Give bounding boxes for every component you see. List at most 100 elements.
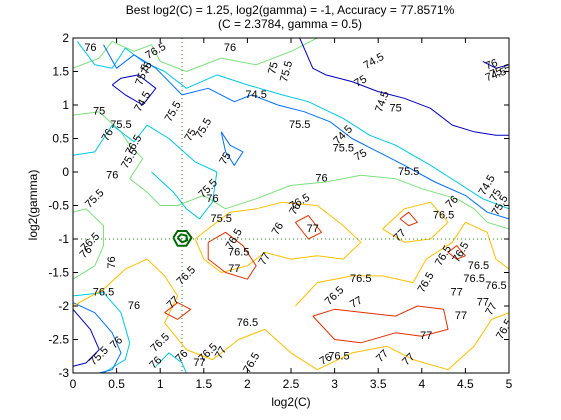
contour-line-75_5 (155, 352, 187, 373)
chart-title: Best log2(C) = 1.25, log2(gamma) = -1, A… (126, 3, 455, 17)
contour-label: 77 (228, 263, 240, 275)
contour-line-77 (164, 302, 192, 320)
contour-label: 76 (224, 42, 236, 54)
contour-label: 77 (420, 330, 432, 342)
contour-label: 75.5 (488, 62, 512, 81)
contour-line-76_5 (194, 201, 362, 273)
contour-label: 77 (455, 310, 467, 322)
contour-line-76_5 (382, 201, 449, 243)
x-tick-label: 5 (506, 377, 513, 391)
contour-line-75 (103, 44, 509, 220)
contour-line-74_5 (73, 308, 100, 367)
contour-line-74_5 (111, 74, 157, 106)
contour-label: 77 (213, 345, 230, 362)
y-tick-label: 2 (62, 31, 69, 45)
x-tick-label: 3.5 (370, 377, 387, 391)
contour-line-77 (207, 231, 257, 280)
y-tick-label: -3 (58, 366, 69, 380)
x-tick-label: 1 (157, 377, 164, 391)
contour-line-76_5 (73, 258, 509, 371)
contour-label: 75 (217, 150, 234, 167)
contour-label: 76 (270, 221, 287, 238)
contour-label: 75.5 (278, 60, 295, 84)
y-axis-label: log2(gamma) (26, 170, 40, 241)
contour-line-74_5 (482, 60, 509, 69)
contour-label: 76 (484, 57, 500, 72)
contour-label: 76.5 (463, 273, 484, 285)
contour-label: 76 (106, 169, 118, 181)
contour-line-77_5 (176, 233, 189, 244)
y-tick-label: 1 (62, 98, 69, 112)
contour-label: 76.5 (328, 350, 349, 362)
plot-area (73, 38, 509, 373)
x-tick-label: 4.5 (457, 377, 474, 391)
contour-lines (73, 38, 509, 373)
contour-label: 76.5 (350, 273, 371, 285)
contour-label: 75 (139, 60, 154, 76)
contour-label: 76.5 (93, 287, 114, 299)
contour-line-76 (73, 38, 318, 72)
contour-label: 76 (287, 201, 304, 218)
contour-label: 77 (348, 294, 365, 311)
contour-line-75_5 (76, 41, 509, 210)
x-tick-label: 2.5 (283, 377, 300, 391)
contour-label: 77 (193, 357, 205, 369)
contour-line-76_5 (295, 221, 509, 307)
contour-label: 76 (100, 127, 117, 144)
contour-line-77 (312, 305, 449, 344)
contour-label: 75.5 (333, 143, 354, 155)
contour-line-76 (73, 208, 104, 280)
contour-label: 75.5 (110, 119, 131, 131)
x-axis-ticks: 0 0.5 1 1.5 2 2.5 3 3.5 4 4.5 5 (70, 38, 513, 391)
contour-label: 77 (451, 287, 463, 299)
y-tick-label: -2 (58, 299, 69, 313)
contour-label: 75 (488, 187, 505, 204)
contour-label: 75 (352, 147, 369, 164)
y-tick-label: -0.5 (48, 199, 69, 213)
contour-label: 74.5 (245, 89, 266, 101)
contour-label: 76 (128, 300, 140, 312)
contour-line-75 (220, 131, 244, 166)
contour-line-77 (447, 245, 466, 260)
best-point-guides (73, 38, 509, 373)
x-tick-label: 2 (244, 377, 251, 391)
contour-label: 76.5 (485, 280, 506, 292)
contour-line-75 (73, 302, 122, 373)
y-tick-label: -1 (58, 232, 69, 246)
y-tick-label: -1.5 (48, 266, 69, 280)
y-axis-ticks: -3 -2.5 -2 -1.5 -1 -0.5 0 0.5 1 1.5 2 (48, 31, 509, 380)
contour-line-76 (73, 111, 509, 230)
x-tick-label: 4 (418, 377, 425, 391)
contour-line-77_5 (172, 230, 193, 247)
x-tick-label: 1.5 (195, 377, 212, 391)
contour-label: 75 (93, 106, 105, 118)
contour-label: 76 (206, 193, 218, 205)
contour-label: 77 (477, 297, 489, 309)
contour-label: 76 (318, 351, 335, 368)
y-tick-label: -2.5 (48, 333, 69, 347)
contour-label: 75.5 (211, 213, 232, 225)
contour-label: 77 (483, 301, 500, 318)
contour-label: 76 (315, 173, 327, 185)
contour-line-77 (399, 211, 418, 227)
contour-label: 75 (352, 73, 369, 90)
contour-label: 77 (257, 251, 274, 268)
contour-label: 75 (390, 102, 402, 114)
contour-label: 75.5 (289, 119, 310, 131)
contour-line-77 (295, 215, 322, 240)
contour-label: 77 (307, 223, 319, 235)
y-tick-label: 0.5 (52, 132, 69, 146)
contour-line-74_5 (299, 38, 509, 136)
contour-label: 76 (84, 42, 96, 54)
contour-label: 76.5 (433, 210, 454, 222)
contour-label: 75.5 (398, 166, 419, 178)
x-tick-label: 0.5 (108, 377, 125, 391)
contour-label: 76.5 (228, 246, 249, 258)
contour-label: 76 (106, 256, 118, 268)
contour-line-75_5 (73, 124, 218, 220)
y-tick-label: 0 (62, 165, 69, 179)
contour-label: 75 (182, 127, 199, 144)
contour-line-75_5 (73, 292, 131, 373)
x-axis-label: log2(C) (271, 395, 310, 409)
